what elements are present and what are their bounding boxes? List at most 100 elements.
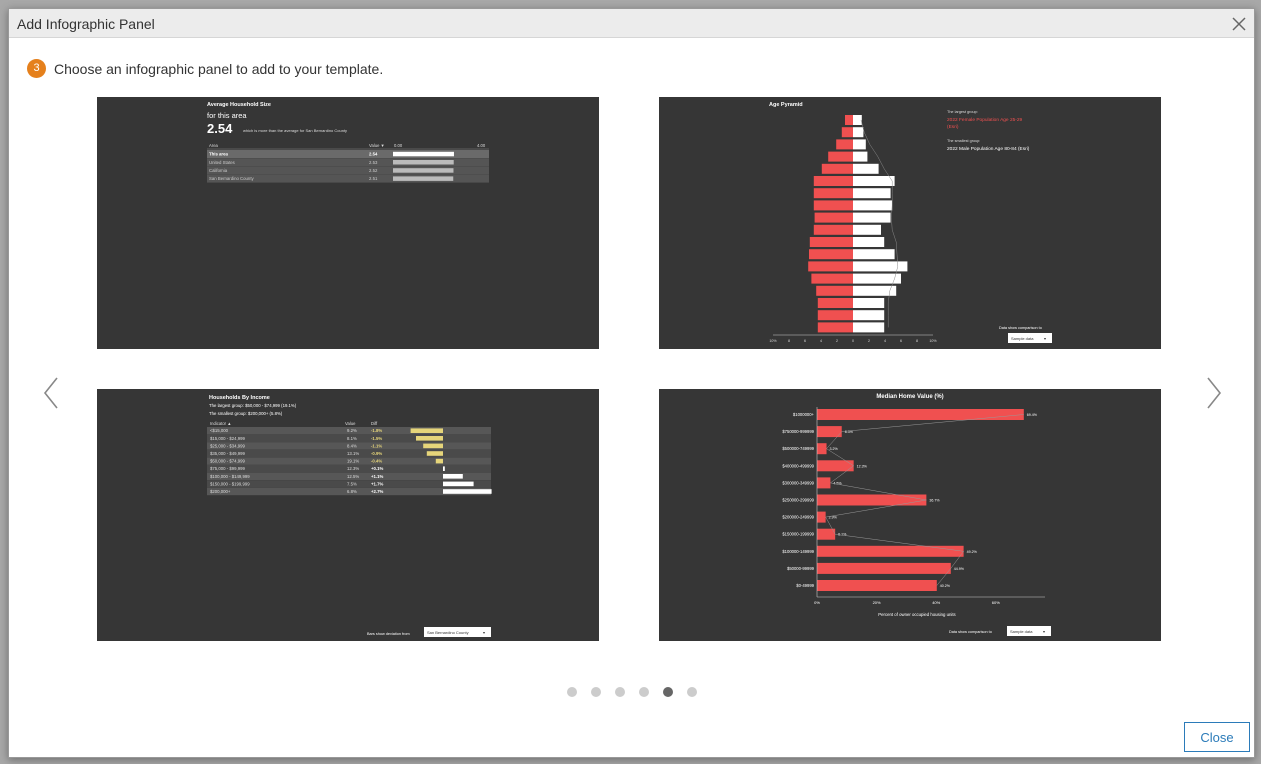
table-row — [207, 442, 491, 450]
deviation-bar — [443, 489, 492, 494]
row-name: $25,000 - $34,999 — [210, 443, 245, 448]
value-bar — [393, 160, 454, 165]
carousel-dot-6[interactable] — [687, 687, 697, 697]
row-name: $15,000 - $24,999 — [210, 436, 245, 441]
panel-age-pyramid[interactable]: Age Pyramid The largest group: 2022 Fema… — [659, 97, 1161, 349]
male-bar — [814, 212, 853, 223]
instruction-text: Choose an infographic panel to add to yo… — [54, 61, 384, 77]
table-row — [207, 465, 491, 473]
col-min-header: 0.00 — [394, 143, 403, 148]
chevron-down-icon: ▾ — [483, 630, 485, 635]
row-diff: -1.8% — [371, 428, 382, 433]
data-label: 3.2% — [830, 447, 839, 451]
row-value: 13.1% — [347, 451, 359, 456]
male-bar — [813, 176, 853, 186]
female-bar — [853, 237, 885, 247]
panel-households-by-income[interactable]: Households By Income The largest group: … — [97, 389, 599, 641]
row-diff: +2.7% — [371, 489, 383, 494]
row-value: 2.53 — [369, 160, 378, 165]
row-diff: +0.1% — [371, 466, 383, 471]
comparison-select[interactable]: Sample data ▾ — [1008, 333, 1052, 343]
value-bar — [393, 151, 454, 157]
close-icon[interactable] — [1230, 15, 1248, 33]
value-bar — [817, 545, 964, 557]
male-bar — [817, 298, 853, 308]
row-diff: -0.9% — [371, 451, 382, 456]
chevron-left-icon[interactable] — [41, 376, 61, 410]
value-bar — [817, 477, 831, 489]
male-bar — [841, 127, 853, 138]
male-bar — [817, 322, 853, 333]
data-label: 44.9% — [954, 567, 965, 571]
compare-label: Data show comparison to — [949, 630, 992, 634]
select-value: San Bernardino County — [427, 630, 469, 635]
carousel-dot-4[interactable] — [639, 687, 649, 697]
x-tick-label: 6 — [900, 339, 902, 343]
chevron-right-icon[interactable] — [1204, 376, 1224, 410]
x-tick-label: 2 — [868, 339, 870, 343]
row-value: 6.8% — [347, 489, 357, 494]
male-bar — [809, 249, 853, 260]
dialog-titlebar: Add Infographic Panel — [9, 9, 1254, 38]
col-area-header: Area — [209, 143, 219, 148]
big-value: 2.54 — [207, 121, 233, 136]
select-value: Sample data — [1011, 336, 1034, 341]
row-value: 2.54 — [369, 152, 378, 157]
row-name: This area — [209, 152, 228, 157]
row-value: 2.52 — [369, 168, 378, 173]
data-label: 69.4% — [1027, 413, 1038, 417]
deviation-bar — [426, 451, 443, 456]
value-bar — [817, 460, 854, 472]
row-diff: -0.4% — [371, 459, 382, 464]
data-label: 12.3% — [857, 464, 868, 468]
largest-group-value-2: (Esri) — [947, 124, 959, 130]
row-value: 12.3% — [347, 466, 359, 471]
data-label: 6.1% — [838, 533, 847, 537]
value-bar — [817, 580, 937, 591]
female-bar — [853, 115, 862, 125]
panel-title: Average Household Size — [207, 102, 271, 108]
comparison-select[interactable]: Sample data ▾ — [1007, 626, 1051, 636]
row-diff: +1.1% — [371, 474, 383, 479]
row-name: <$15,000 — [210, 428, 229, 433]
data-label: 40.2% — [940, 584, 951, 588]
row-name: California — [209, 168, 228, 173]
carousel-dot-3[interactable] — [615, 687, 625, 697]
carousel-dot-5[interactable] — [663, 687, 673, 697]
row-name: $35,000 - $49,999 — [210, 451, 245, 456]
select-value: Sample data — [1010, 629, 1033, 634]
value-bar — [393, 168, 454, 173]
category-label: $0-49999 — [796, 583, 814, 588]
row-name: $75,000 - $99,999 — [210, 466, 245, 471]
carousel-dot-2[interactable] — [591, 687, 601, 697]
row-name: San Bernardino County — [209, 176, 255, 181]
panel-title: Households By Income — [209, 395, 270, 401]
household-size-table: Area Value ▼ 0.00 4.00 This area 2.54 Unit… — [207, 143, 489, 183]
male-bar — [836, 139, 853, 150]
panel-average-household-size[interactable]: Average Household Size for this area 2.5… — [97, 97, 599, 349]
value-bar — [817, 426, 842, 438]
deviation-select[interactable]: San Bernardino County ▾ — [424, 627, 491, 637]
deviation-bar — [423, 443, 443, 449]
panel-title: Median Home Value (%) — [876, 394, 943, 400]
table-row — [207, 174, 489, 183]
carousel-dot-1[interactable] — [567, 687, 577, 697]
category-label: $50000-99999 — [787, 566, 815, 571]
x-tick-label: 4 — [820, 339, 822, 343]
row-value: 8.4% — [347, 443, 357, 448]
panel-subtitle: for this area — [207, 111, 247, 120]
close-button[interactable]: Close — [1184, 722, 1250, 752]
female-bar — [853, 224, 881, 235]
largest-group-text: The largest group: $50,000 - $74,999 (19… — [209, 403, 297, 408]
x-tick-label: 20% — [873, 600, 881, 605]
deviation-bar — [443, 474, 463, 479]
panel-median-home-value[interactable]: Median Home Value (%) $0-49999 40.2% $5000… — [659, 389, 1161, 641]
deviation-bar — [435, 458, 443, 464]
data-label: 49.2% — [967, 550, 978, 554]
largest-group-label: The largest group: — [947, 110, 978, 114]
female-bar — [853, 310, 885, 321]
female-bar — [853, 176, 895, 186]
col-indicator-header: Indicator ▲ — [210, 421, 231, 426]
value-bar — [817, 528, 836, 540]
x-tick-label: 2 — [836, 339, 838, 343]
